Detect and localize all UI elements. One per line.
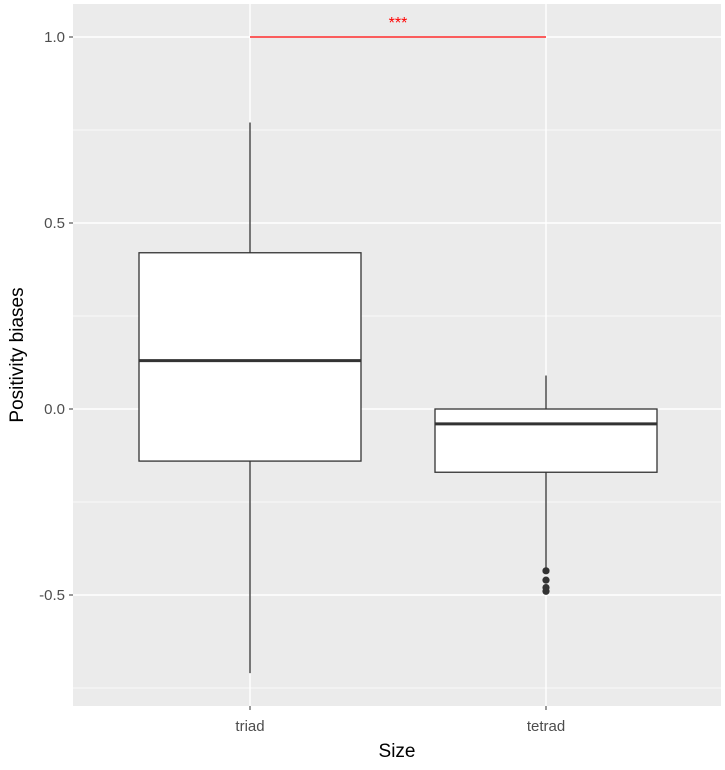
interquartile-box <box>434 408 658 473</box>
y-axis-title: Positivity biases <box>7 287 28 422</box>
y-tick-label: 0.0 <box>44 401 65 418</box>
box-tetrad <box>434 375 658 595</box>
x-axis-title: Size <box>379 741 416 762</box>
box-series <box>138 122 658 674</box>
interquartile-box <box>138 252 362 462</box>
x-axis-ticks: triad tetrad <box>235 706 565 735</box>
box-triad <box>138 122 362 674</box>
x-tick-label: triad <box>235 718 264 735</box>
outlier-point <box>542 576 550 584</box>
significance-annotation: *** <box>250 15 546 38</box>
y-tick-label: -0.5 <box>39 587 65 604</box>
outlier-point <box>542 567 550 575</box>
y-tick-label: 1.0 <box>44 29 65 46</box>
significance-label: *** <box>389 15 408 32</box>
y-axis-ticks: -0.5 0.0 0.5 1.0 <box>39 29 73 604</box>
outlier-point <box>542 587 550 595</box>
y-tick-label: 0.5 <box>44 215 65 232</box>
x-tick-label: tetrad <box>527 718 565 735</box>
